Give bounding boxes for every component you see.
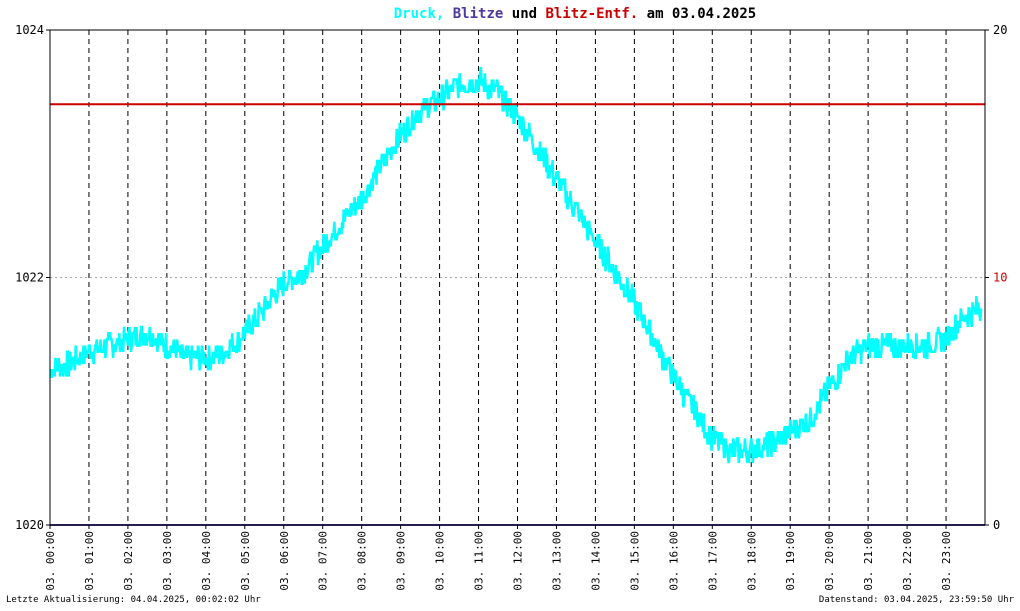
right-tick-label: 0 bbox=[993, 518, 1000, 532]
x-tick-label: 03. 11:00 bbox=[473, 531, 486, 591]
x-tick-label: 03. 20:00 bbox=[823, 531, 836, 591]
x-tick-label: 03. 09:00 bbox=[395, 531, 408, 591]
x-tick-label: 03. 10:00 bbox=[434, 531, 447, 591]
left-tick-label: 1022 bbox=[15, 271, 44, 285]
right-tick-label: 20 bbox=[993, 23, 1007, 37]
footer-last-update: Letzte Aktualisierung: 04.04.2025, 00:02… bbox=[6, 595, 261, 605]
x-tick-label: 03. 08:00 bbox=[356, 531, 369, 591]
title-part-4: am 03.04.2025 bbox=[638, 6, 756, 22]
title-part-2: und bbox=[503, 6, 545, 22]
right-axis: 20 10 0 bbox=[985, 23, 1007, 532]
x-tick-label: 03. 23:00 bbox=[940, 531, 953, 591]
grid-lines bbox=[50, 30, 985, 525]
x-tick-label: 03. 13:00 bbox=[550, 531, 563, 591]
x-tick-label: 03. 07:00 bbox=[317, 531, 330, 591]
x-tick-label: 03. 01:00 bbox=[83, 531, 96, 591]
x-tick-label: 03. 22:00 bbox=[901, 531, 914, 591]
x-tick-label: 03. 04:00 bbox=[200, 531, 213, 591]
title-part-3: Blitz-Entf. bbox=[546, 6, 639, 22]
x-tick-label: 03. 14:00 bbox=[589, 531, 602, 591]
x-axis: 03. 00:00 03. 01:00 03. 02:00 03. 03:00 03. … bbox=[44, 525, 953, 591]
left-tick-label: 1024 bbox=[15, 23, 44, 37]
x-tick-label: 03. 19:00 bbox=[784, 531, 797, 591]
footer-data-status: Datenstand: 03.04.2025, 23:59:50 Uhr bbox=[819, 595, 1015, 605]
chart-title: Druck, Blitze und Blitz-Entf. am 03.04.2… bbox=[394, 6, 756, 22]
x-tick-label: 03. 03:00 bbox=[161, 531, 174, 591]
x-tick-label: 03. 12:00 bbox=[512, 531, 525, 591]
title-part-1: Blitze bbox=[444, 6, 503, 22]
x-tick-label: 03. 21:00 bbox=[862, 531, 875, 591]
x-tick-label: 03. 18:00 bbox=[745, 531, 758, 591]
x-tick-label: 03. 15:00 bbox=[628, 531, 641, 591]
x-tick-label: 03. 05:00 bbox=[239, 531, 252, 591]
x-tick-label: 03. 16:00 bbox=[667, 531, 680, 591]
left-tick-label: 1020 bbox=[15, 518, 44, 532]
title-part-0: Druck, bbox=[394, 6, 445, 22]
x-tick-label: 03. 00:00 bbox=[44, 531, 57, 591]
right-tick-label: 10 bbox=[993, 271, 1007, 285]
x-tick-label: 03. 02:00 bbox=[122, 531, 135, 591]
pressure-series-line bbox=[49, 66, 983, 464]
x-tick-label: 03. 17:00 bbox=[706, 531, 719, 591]
left-axis: 1024 1022 1020 bbox=[15, 23, 50, 532]
x-tick-label: 03. 06:00 bbox=[278, 531, 291, 591]
